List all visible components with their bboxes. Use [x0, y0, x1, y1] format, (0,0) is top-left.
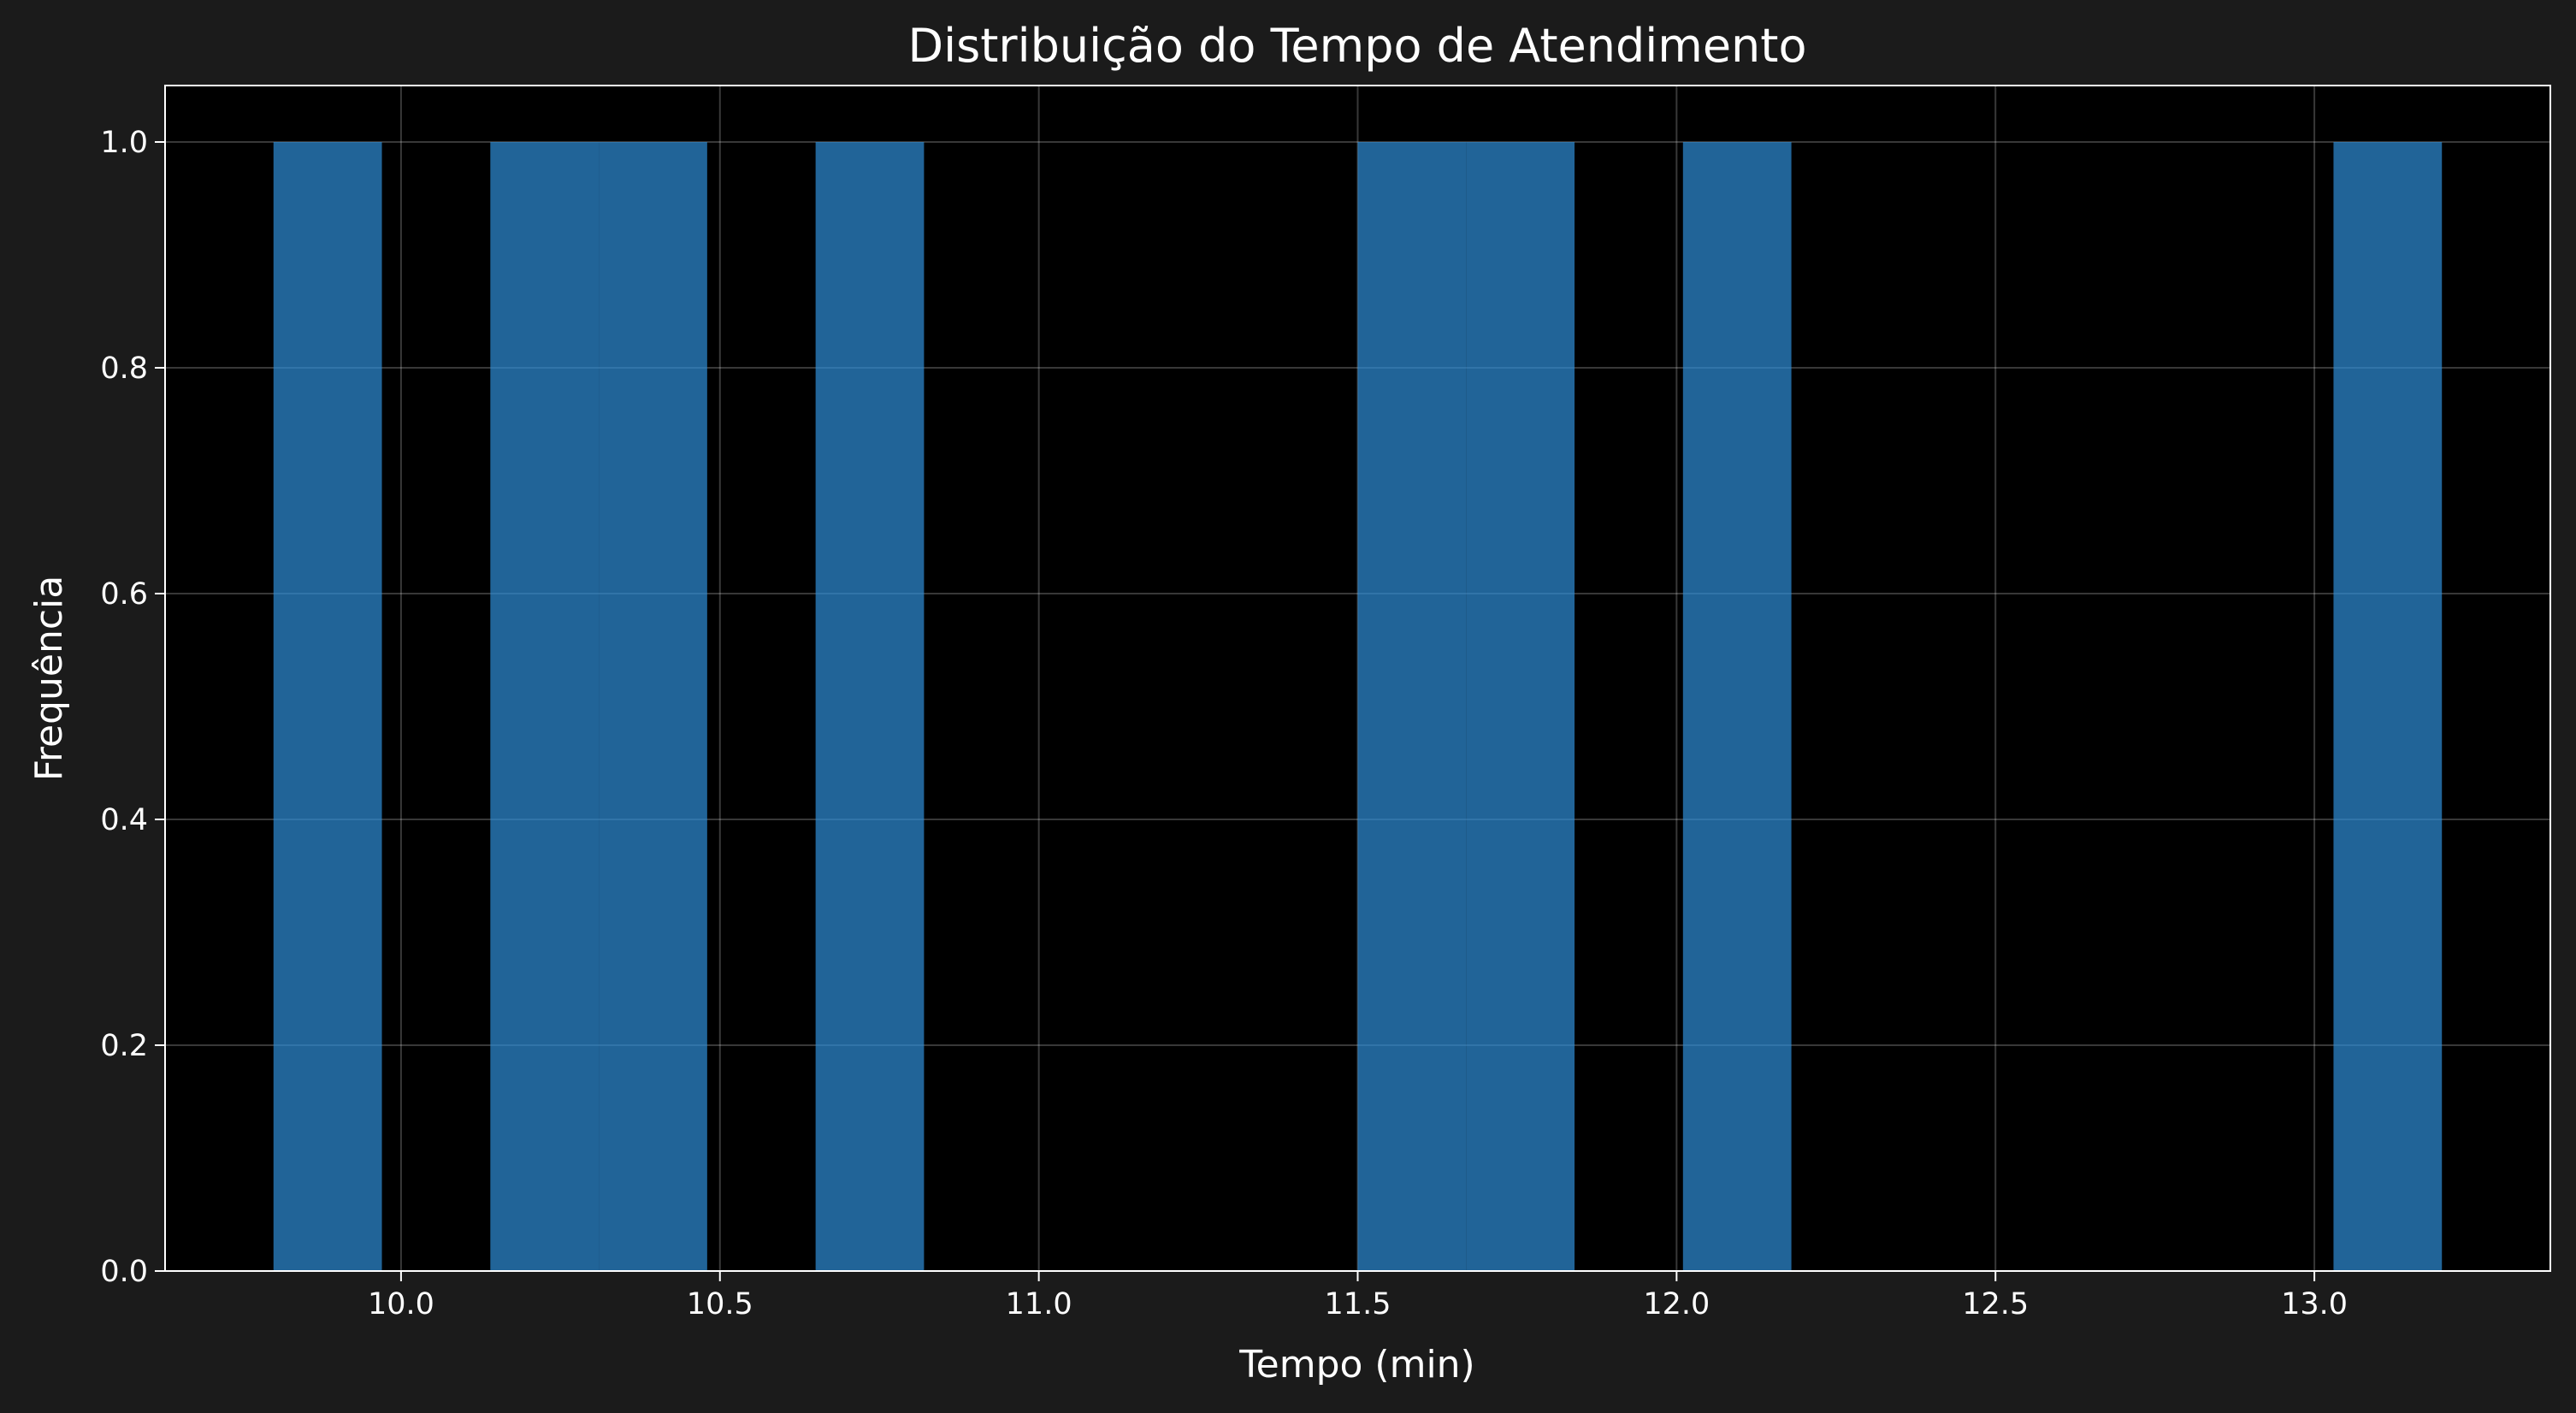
- histogram-bar: [490, 142, 600, 1271]
- x-tick-label: 11.5: [1325, 1287, 1391, 1321]
- x-tick-label: 12.0: [1643, 1287, 1710, 1321]
- y-tick-label: 0.2: [100, 1029, 148, 1063]
- x-tick-label: 12.5: [1962, 1287, 2029, 1321]
- y-axis-ticks: 0.0 0.2 0.4 0.6 0.8 1.0: [100, 126, 165, 1289]
- histogram-bar: [2333, 142, 2443, 1271]
- x-tick-label: 13.0: [2281, 1287, 2348, 1321]
- histogram-bar: [815, 142, 925, 1271]
- y-tick-label: 0.8: [100, 352, 148, 386]
- histogram-bar: [1682, 142, 1792, 1271]
- x-tick-label: 10.5: [687, 1287, 753, 1321]
- histogram-bar: [1466, 142, 1575, 1271]
- histogram-bar: [273, 142, 382, 1271]
- chart-title: Distribuição do Tempo de Atendimento: [908, 19, 1807, 73]
- x-tick-label: 11.0: [1006, 1287, 1072, 1321]
- histogram-bar: [1357, 142, 1467, 1271]
- histogram-bar: [599, 142, 707, 1271]
- y-tick-label: 0.4: [100, 803, 148, 837]
- x-axis-label: Tempo (min): [1238, 1343, 1474, 1386]
- y-axis-label: Frequência: [27, 576, 71, 781]
- histogram-bars: [273, 142, 2443, 1271]
- y-tick-label: 0.0: [100, 1255, 148, 1289]
- x-tick-label: 10.0: [368, 1287, 434, 1321]
- y-tick-label: 1.0: [100, 126, 148, 160]
- x-axis-ticks: 10.0 10.5 11.0 11.5 12.0 12.5 13.0: [368, 1271, 2348, 1321]
- y-tick-label: 0.6: [100, 577, 148, 612]
